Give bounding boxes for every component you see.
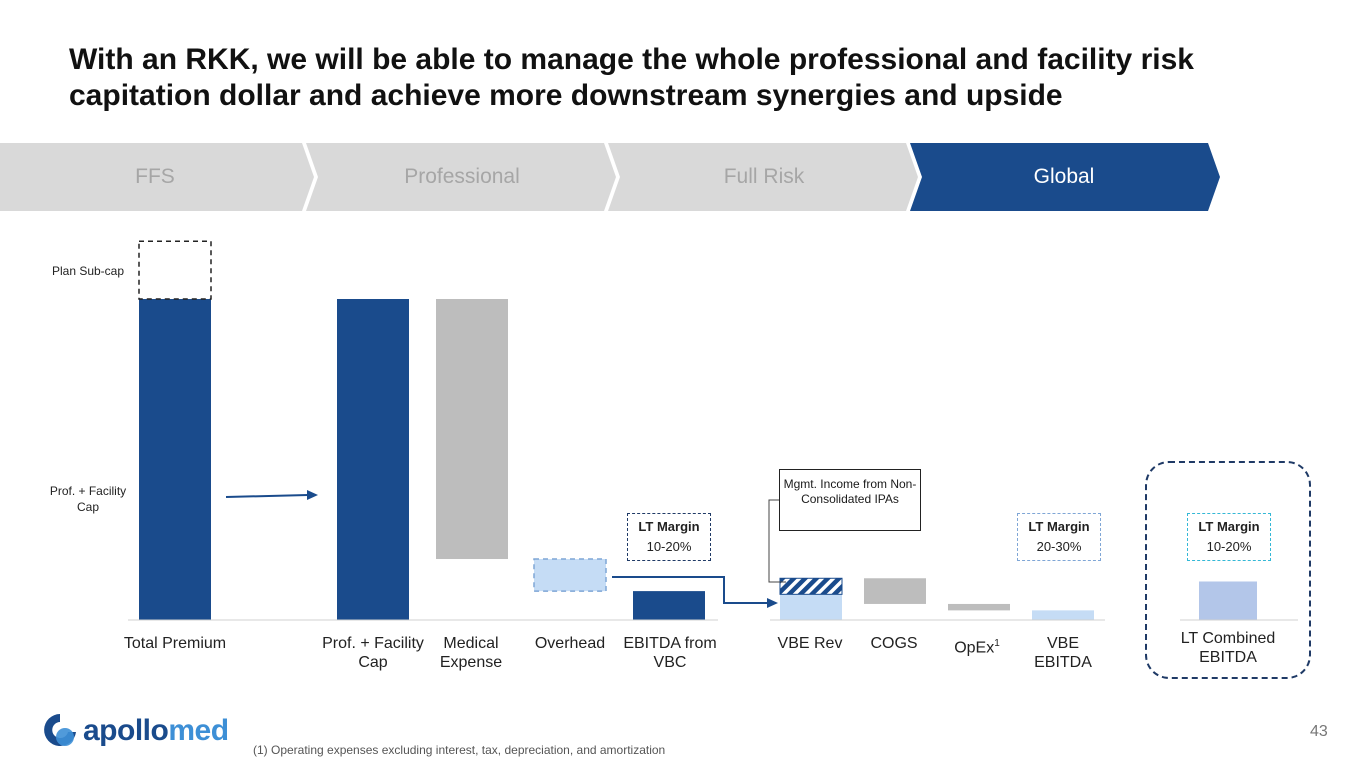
connector-arrow-icon (767, 598, 778, 608)
chevron-label-full-risk: Full Risk (723, 165, 805, 188)
logo-wordmark: apollomed (83, 713, 229, 749)
opex-text: OpEx (954, 639, 995, 657)
bar-vbe-ebitda (1032, 610, 1094, 620)
category-label-vbe-rev: VBE Rev (777, 635, 843, 652)
lt-margin-heading: LT Margin (1198, 519, 1260, 534)
bar-vbe-rev (780, 594, 842, 620)
bar-vbe-rev-mgmt-income-segment (779, 577, 843, 595)
lt-margin-box-vbe: LT Margin 20-30% (1017, 513, 1101, 561)
bar-opex (948, 603, 1010, 611)
bar-cogs (864, 578, 926, 604)
category-label-vbe-ebitda: VBE EBITDA (1034, 635, 1092, 671)
combined-ebitda-container (1145, 461, 1311, 679)
lt-margin-box-vbc: LT Margin 10-20% (627, 513, 711, 561)
stage-chevrons (0, 143, 1220, 211)
lt-margin-value: 10-20% (1206, 539, 1252, 554)
apollomed-logo (44, 714, 76, 746)
mgmt-callout-line (768, 499, 786, 583)
chevron-professional[interactable] (306, 143, 616, 211)
category-label-lt-combined-ebitda: LT Combined EBITDA (1180, 630, 1276, 666)
bar-prof-facility-cap (337, 299, 409, 620)
page-title: With an RKK, we will be able to manage t… (69, 43, 1194, 112)
lt-margin-box-combined: LT Margin 10-20% (1187, 513, 1271, 561)
chevron-global[interactable] (910, 143, 1220, 211)
category-label-medical-expense: Medical Expense (439, 635, 503, 671)
opex-footnote-mark: 1 (994, 638, 1000, 649)
plan-subcap-label: Plan Sub-cap (51, 264, 125, 278)
bar-total-premium (139, 299, 211, 620)
category-label-prof-facility-cap: Prof. + Facility Cap (322, 635, 424, 671)
bar-overhead (533, 558, 607, 592)
page-number: 43 (1310, 723, 1328, 740)
category-label-opex: OpEx1 (942, 634, 1012, 657)
bar-total-premium-plan-subcap-extension (138, 240, 212, 300)
lt-margin-value: 10-20% (646, 539, 692, 554)
category-label-overhead: Overhead (534, 635, 606, 652)
chevron-label-professional: Professional (404, 165, 520, 188)
chevron-label-ffs: FFS (135, 165, 175, 188)
chevron-full-risk[interactable] (608, 143, 918, 211)
chevron-ffs[interactable] (0, 143, 314, 211)
mgmt-income-callout: Mgmt. Income from Non-Consolidated IPAs (779, 469, 921, 531)
category-label-cogs: COGS (870, 635, 918, 652)
logo-part-apollo: apollo (83, 714, 169, 747)
arrow-to-prof-cap (225, 494, 309, 498)
lt-margin-heading: LT Margin (1028, 519, 1090, 534)
bar-ebitda-from-vbc (633, 591, 705, 620)
lt-margin-heading: LT Margin (638, 519, 700, 534)
connector-to-vbe (612, 576, 768, 604)
arrow-head-icon (307, 490, 318, 500)
bar-lt-combined-ebitda (1199, 581, 1257, 620)
category-label-total-premium: Total Premium (123, 635, 227, 652)
chevron-label-global: Global (1033, 165, 1095, 188)
lt-margin-value: 20-30% (1036, 539, 1082, 554)
prof-facility-side-label: Prof. + Facility Cap (49, 484, 127, 514)
bar-medical-expense (436, 299, 508, 560)
footnote: (1) Operating expenses excluding interes… (253, 743, 666, 757)
category-label-ebitda-from-vbc: EBITDA from VBC (623, 635, 717, 671)
logo-part-med: med (168, 714, 229, 747)
